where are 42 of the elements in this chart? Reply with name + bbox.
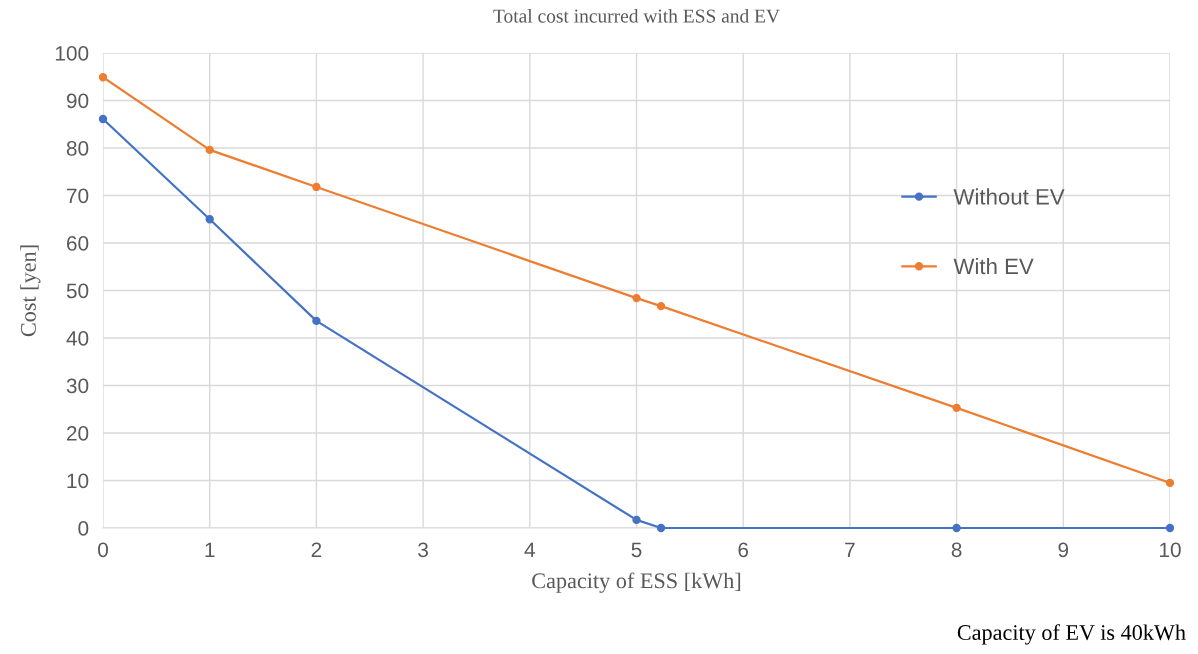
y-tick-label: 100 [55,46,89,61]
point [656,523,666,533]
point [952,403,961,412]
y-tick-label: 80 [66,141,89,156]
point [205,215,214,224]
point [1165,523,1175,533]
point [632,293,641,303]
x-tick-label: 5 [631,542,642,558]
x-tick-label: 9 [1058,542,1069,558]
point [205,145,214,155]
x-tick-label: 6 [738,542,749,558]
y-tick-label: 30 [66,378,89,394]
legend-label: With EV [953,257,1034,275]
point [312,182,321,192]
x-tick-label: 1 [205,542,215,557]
y-axis-title: Cost [yen] [20,245,41,337]
x-tick-label: 2 [311,542,322,557]
x-tick-label: 8 [951,542,962,558]
y-tick-label: 60 [67,236,89,251]
point [952,523,961,533]
x-tick-label: 3 [418,542,428,558]
y-tick-label: 90 [66,93,89,109]
x-tick-label: 0 [98,542,108,558]
y-tick-label: 10 [67,473,89,489]
y-tick-label: 50 [66,283,89,299]
legend-label: Without EV [953,188,1065,205]
y-tick-label: 0 [78,521,89,536]
y-tick-label: 20 [66,426,89,441]
x-tick-label: 10 [1160,542,1181,558]
y-tick-label: 40 [66,331,89,346]
point [98,73,108,82]
point [98,114,108,124]
text: Capacity of EV is 40kWh [957,624,1186,645]
point [1165,478,1175,488]
x-axis-title: Capacity of ESS [kWh] [532,572,741,593]
point [632,515,641,525]
y-tick-label: 70 [67,188,89,204]
x-tick-label: 7 [845,542,855,557]
x-tick-label: 4 [524,542,535,557]
point [656,302,666,311]
chart-title: Total cost incurred with ESS and EV [493,8,780,23]
point [312,316,321,326]
